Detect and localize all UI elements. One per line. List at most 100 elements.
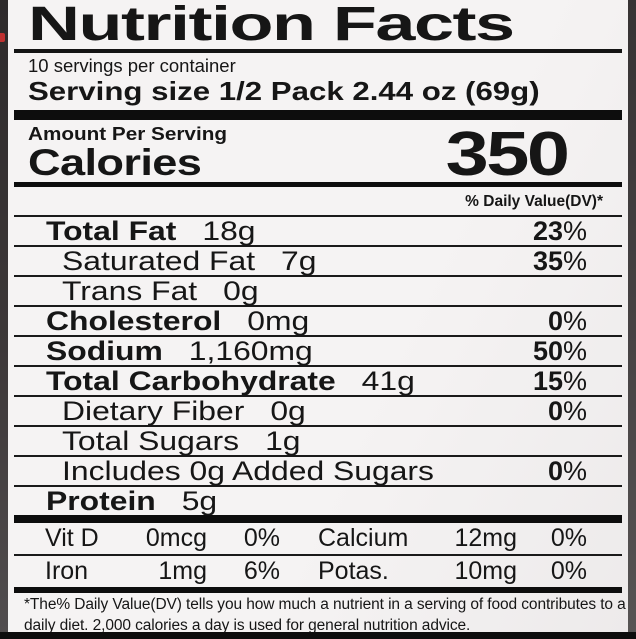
- nutrient-name: Total Fat: [46, 215, 177, 246]
- nutrient-daily-value: 0%: [548, 396, 587, 427]
- micronutrient-daily-value: 6%: [243, 557, 280, 585]
- nutrient-name: Total Sugars: [62, 425, 240, 456]
- percent-sign: %: [562, 455, 587, 486]
- daily-value-number: 35: [532, 245, 563, 276]
- nutrient-row: Total Sugars 1g: [14, 426, 622, 457]
- percent-sign: %: [562, 215, 587, 246]
- percent-sign: %: [562, 395, 587, 426]
- amount-per-serving: Amount Per Serving: [28, 124, 227, 144]
- nutrient-daily-value: 0%: [548, 456, 587, 487]
- micronutrient-amount: 0mcg: [145, 524, 207, 552]
- micronutrient-daily-value: 0%: [550, 557, 587, 585]
- nutrient-row: Total Fat 18g 23%: [14, 216, 622, 247]
- daily-value-number: 50: [532, 335, 563, 366]
- nutrient-name-amount: Trans Fat 0g: [62, 276, 259, 307]
- nutrient-amount: 1g: [265, 425, 301, 456]
- nutrient-amount: 0g: [223, 275, 259, 306]
- serving-size-line: Serving size 1/2 Pack 2.44 oz (69g): [28, 76, 636, 106]
- nutrient-name-amount: Dietary Fiber 0g: [62, 396, 306, 427]
- nutrient-row: Protein 5g: [14, 486, 622, 517]
- nutrition-facts-label: Nutrition Facts 10 servings per containe…: [8, 0, 628, 634]
- daily-value-number: 0: [547, 455, 563, 486]
- nutrient-daily-value: 50%: [533, 336, 587, 367]
- nutrient-daily-value: 23%: [533, 216, 587, 247]
- nutrient-name: Total Carbohydrate: [46, 365, 336, 396]
- title-divider: [14, 49, 622, 53]
- micronutrient-name: Vit D: [45, 524, 99, 552]
- percent-sign: %: [562, 245, 587, 276]
- nutrient-name-amount: Saturated Fat 7g: [62, 246, 316, 277]
- calories-row: Amount Per Serving Calories 350: [14, 120, 622, 189]
- nutrient-amount: 41g: [361, 365, 415, 396]
- nutrient-name: Saturated Fat: [62, 245, 256, 276]
- nutrient-name-amount: Includes 0g Added Sugars: [62, 456, 434, 487]
- nutrient-name: Dietary Fiber: [62, 395, 245, 426]
- nutrient-row: Total Carbohydrate 41g 15%: [14, 366, 622, 397]
- nutrient-amount: 1,160mg: [188, 335, 313, 366]
- red-speck: [0, 33, 5, 42]
- micronutrient-row: Iron 1mg 6% Potas. 10mg 0%: [14, 556, 622, 587]
- calories-value: 350: [445, 120, 569, 189]
- nutrient-name-amount: Protein 5g: [46, 486, 217, 517]
- thick-divider: [14, 110, 622, 120]
- percent-sign: %: [562, 335, 587, 366]
- nutrient-amount: 18g: [202, 215, 256, 246]
- nutrient-row: Dietary Fiber 0g 0%: [14, 396, 622, 427]
- micronutrient-row: Vit D 0mcg 0% Calcium 12mg 0%: [14, 523, 622, 554]
- nutrient-amount: 7g: [281, 245, 317, 276]
- nutrient-name-amount: Sodium 1,160mg: [46, 336, 313, 367]
- serving-size-value: 1/2 Pack 2.44 oz (69g): [218, 76, 540, 106]
- thick-divider: [14, 515, 622, 523]
- daily-value-number: 15: [532, 365, 563, 396]
- servings-per-container: 10 servings per container: [28, 55, 236, 76]
- micronutrient-daily-value: 0%: [550, 524, 587, 552]
- photo-edge-right: [628, 0, 636, 632]
- nutrient-row: Trans Fat 0g: [14, 276, 622, 307]
- percent-sign: %: [562, 365, 587, 396]
- nutrient-rows: Total Fat 18g 23% Saturated Fat 7g 35% Trans F…: [14, 216, 622, 517]
- nutrient-row: Cholesterol 0mg 0%: [14, 306, 622, 337]
- thin-divider: [14, 215, 622, 217]
- micronutrient-name: Iron: [45, 557, 89, 585]
- nutrient-name-amount: Total Carbohydrate 41g: [46, 366, 415, 397]
- nutrient-daily-value: 0%: [548, 306, 587, 337]
- nutrient-row: Sodium 1,160mg 50%: [14, 336, 622, 367]
- nutrient-name: Trans Fat: [62, 275, 198, 306]
- nutrient-amount: 0mg: [247, 305, 310, 336]
- thin-divider: [14, 554, 622, 556]
- photo-bottom-bar: [0, 632, 636, 639]
- nutrient-row: Includes 0g Added Sugars 0%: [14, 456, 622, 487]
- medium-divider: [14, 182, 622, 187]
- nutrient-row: Saturated Fat 7g 35%: [14, 246, 622, 277]
- daily-value-number: 0: [547, 305, 563, 336]
- nutrient-amount: 0g: [270, 395, 306, 426]
- calories-left-block: Amount Per Serving Calories: [28, 125, 227, 182]
- nutrient-name: Sodium: [46, 335, 163, 366]
- nutrient-daily-value: 35%: [533, 246, 587, 277]
- label-title: Nutrition Facts: [28, 0, 515, 51]
- daily-value-number: 23: [532, 215, 563, 246]
- micronutrient-name: Calcium: [318, 524, 409, 552]
- medium-divider: [14, 587, 622, 593]
- micronutrient-amount: 10mg: [454, 557, 517, 585]
- micronutrient-daily-value: 0%: [243, 524, 280, 552]
- nutrient-name: Includes 0g Added Sugars: [62, 455, 434, 486]
- photo-edge-left: [0, 0, 8, 632]
- micronutrient-amount: 12mg: [454, 524, 517, 552]
- nutrient-name-amount: Cholesterol 0mg: [46, 306, 309, 337]
- daily-value-header: % Daily Value(DV)*: [465, 193, 603, 210]
- micronutrient-amount: 1mg: [158, 557, 207, 585]
- micronutrient-rows: Vit D 0mcg 0% Calcium 12mg 0% Iron 1mg 6% Potas. 1…: [14, 523, 622, 587]
- nutrient-name: Cholesterol: [46, 305, 222, 336]
- daily-value-footnote: *The% Daily Value(DV) tells you how much…: [24, 596, 626, 634]
- serving-size-label: Serving size: [28, 76, 211, 106]
- nutrient-amount: 5g: [181, 485, 218, 516]
- nutrient-daily-value: 15%: [533, 366, 587, 397]
- calories-label: Calories: [28, 142, 202, 183]
- daily-value-number: 0: [547, 395, 563, 426]
- micronutrient-name: Potas.: [318, 557, 389, 585]
- percent-sign: %: [562, 305, 587, 336]
- nutrient-name-amount: Total Fat 18g: [46, 216, 256, 247]
- nutrient-name: Protein: [46, 485, 156, 516]
- nutrient-name-amount: Total Sugars 1g: [62, 426, 301, 457]
